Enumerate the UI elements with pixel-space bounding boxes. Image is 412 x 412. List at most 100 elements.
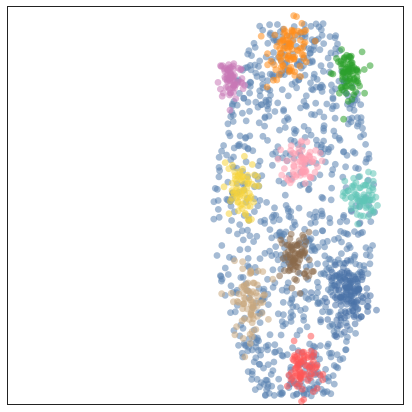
cluster-4-point [274, 155, 282, 163]
cluster-6-point [364, 213, 372, 220]
cluster-2-point [341, 82, 349, 90]
cluster-3-point [237, 66, 244, 74]
cluster-8-point [257, 299, 264, 307]
cluster-8-point [238, 283, 246, 291]
background-point [329, 95, 337, 103]
background-point [246, 232, 254, 240]
cluster-5-point [241, 152, 248, 160]
background-point [257, 351, 264, 359]
cluster-3-point [230, 65, 237, 73]
background-point [260, 364, 267, 372]
cluster-6-point [354, 220, 362, 228]
background-point [326, 33, 334, 40]
cluster-8-point [248, 333, 256, 341]
cluster-1-point [297, 73, 304, 80]
cluster-10-point [290, 337, 298, 345]
cluster-6-point [365, 168, 372, 176]
background-point [270, 217, 277, 225]
cluster-7-point [297, 248, 305, 256]
background-point [333, 351, 341, 359]
cluster-1-point [280, 25, 288, 33]
background-point [264, 346, 271, 354]
background-point [244, 226, 251, 234]
cluster-5-point [239, 173, 247, 180]
background-point [300, 317, 308, 324]
cluster-8-point [265, 316, 272, 323]
background-point [362, 158, 370, 166]
background-point [316, 46, 324, 54]
background-point [326, 219, 334, 227]
background-point [240, 94, 248, 102]
background-point [283, 287, 291, 295]
background-point [275, 375, 283, 383]
cluster-8-point [249, 299, 257, 306]
cluster-5-point [254, 173, 261, 180]
background-point [313, 76, 321, 83]
cluster-3-point [222, 64, 229, 72]
cluster-6-point [348, 200, 356, 208]
background-point [303, 103, 310, 110]
background-point [366, 246, 374, 254]
background-point [326, 61, 334, 69]
cluster-9-point [347, 279, 355, 287]
background-point [261, 122, 268, 130]
cluster-4-point [303, 138, 311, 146]
cluster-6-point [366, 196, 374, 204]
background-point [354, 120, 362, 128]
background-point [331, 114, 339, 122]
background-point [342, 163, 349, 171]
background-point [293, 391, 300, 398]
cluster-7-point [288, 284, 296, 292]
cluster-2-point [348, 83, 355, 91]
cluster-10-point [310, 352, 317, 360]
background-point [275, 177, 283, 185]
background-point [314, 289, 321, 297]
cluster-10-point [291, 352, 298, 359]
background-point [259, 132, 267, 140]
cluster-6-point [356, 184, 363, 192]
cluster-1-point [291, 31, 299, 39]
cluster-6-point [341, 177, 349, 185]
background-point [336, 218, 344, 226]
background-point [315, 23, 323, 31]
cluster-4-point [306, 173, 314, 181]
cluster-5-point [225, 165, 233, 173]
cluster-2-point [354, 79, 362, 87]
background-point [338, 250, 345, 257]
background-point [360, 262, 368, 270]
background-point [236, 221, 244, 229]
background-point [319, 308, 326, 316]
background-point [315, 283, 322, 291]
background-point [214, 206, 222, 213]
background-point [261, 220, 269, 227]
cluster-3-point [237, 78, 245, 86]
background-point [244, 347, 252, 355]
background-point [327, 390, 335, 398]
background-point [302, 92, 310, 100]
cluster-7-point [296, 290, 304, 297]
background-point [324, 237, 331, 245]
cluster-2-point [346, 60, 354, 68]
background-point [295, 204, 303, 212]
cluster-4-point [306, 148, 314, 156]
cluster-8-point [258, 309, 266, 317]
cluster-5-point [255, 182, 263, 190]
background-point [256, 197, 264, 204]
cluster-7-point [286, 235, 294, 243]
background-point [303, 323, 311, 331]
cluster-8-point [239, 305, 247, 313]
background-point [221, 264, 229, 272]
background-point [284, 114, 291, 121]
cluster-4-point [290, 163, 298, 170]
background-point [278, 86, 286, 93]
background-point [321, 252, 329, 260]
cluster-10-point [300, 357, 308, 364]
cluster-1-point [298, 19, 306, 27]
cluster-5-point [233, 194, 241, 202]
cluster-6-point [369, 177, 377, 185]
cluster-1-point [293, 46, 301, 54]
background-point [280, 311, 287, 319]
cluster-8-point [242, 295, 249, 302]
background-point [248, 52, 255, 59]
background-point [320, 40, 328, 47]
